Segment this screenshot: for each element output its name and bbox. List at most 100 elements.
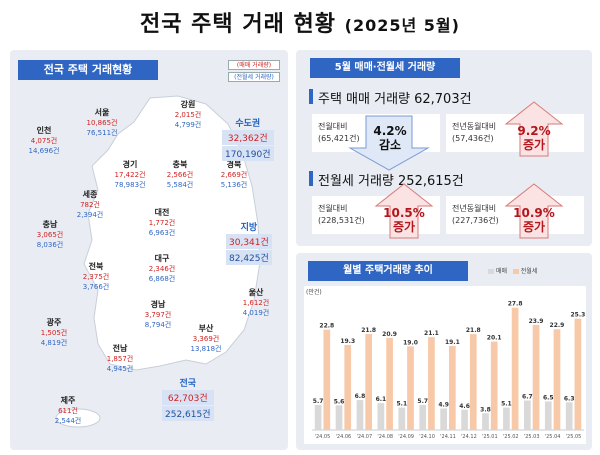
label-sale-9: 5.1 bbox=[501, 401, 512, 408]
region-name: 울산 bbox=[248, 288, 264, 297]
bar-sale-2 bbox=[356, 400, 364, 430]
label-sale-0: 5.7 bbox=[313, 398, 324, 405]
tick-7: '24.12 bbox=[461, 434, 477, 440]
sale-yoy-value: 9.2% 증가 bbox=[517, 124, 551, 152]
region-rent: 13,818건 bbox=[190, 345, 222, 353]
sale-total-text: 주택 매매 거래량 62,703건 bbox=[318, 92, 472, 107]
legend-sale-swatch bbox=[488, 269, 494, 274]
region-8: 충남 3,065건 8,036건 bbox=[28, 220, 72, 250]
tick-9: '25.02 bbox=[503, 434, 519, 440]
label-rent-8: 20.1 bbox=[487, 335, 502, 342]
bar-rent-6 bbox=[449, 345, 456, 430]
region-rent: 6,963건 bbox=[148, 229, 176, 237]
bar-sale-5 bbox=[419, 404, 427, 430]
label-sale-11: 6.5 bbox=[543, 394, 554, 401]
tick-10: '25.03 bbox=[524, 434, 540, 440]
bar-sale-11 bbox=[544, 401, 552, 430]
region-5: 경북 2,669건 5,136건 bbox=[212, 160, 256, 190]
region-name: 전북 bbox=[88, 262, 104, 271]
bar-rent-3 bbox=[386, 338, 393, 430]
sale-yoy-label: 전년동월대비 (57,436건) bbox=[452, 122, 497, 143]
capital-sale: 32,362건 bbox=[222, 130, 274, 145]
national-name: 전국 bbox=[179, 379, 197, 389]
bar-sale-10 bbox=[523, 400, 531, 430]
region-2: 인천 4,075건 14,696건 bbox=[22, 126, 66, 156]
region-7: 대전 1,772건 6,963건 bbox=[140, 208, 184, 238]
rent-yoy-value: 10.9% 증가 bbox=[513, 206, 555, 234]
legend-sale: (매매 거래량) bbox=[228, 60, 280, 70]
capital-summary: 수도권 32,362건 170,190건 bbox=[222, 116, 274, 161]
region-rent: 4,799건 bbox=[174, 121, 202, 129]
jeju-island-shape bbox=[55, 408, 101, 428]
region-rent: 4,945건 bbox=[106, 365, 134, 373]
summary-header: 5월 매매·전월세 거래량 bbox=[310, 58, 460, 78]
region-rent: 2,544건 bbox=[54, 417, 82, 425]
bar-sale-9 bbox=[503, 407, 510, 430]
bar-rent-8 bbox=[490, 341, 498, 430]
bar-sale-3 bbox=[377, 403, 385, 430]
title-main: 전국 주택 거래 현황 bbox=[140, 12, 336, 37]
label-sale-5: 5.7 bbox=[417, 398, 428, 405]
label-sale-7: 4.6 bbox=[459, 403, 470, 410]
bar-sale-6 bbox=[440, 408, 447, 430]
national-sale: 62,703건 bbox=[162, 390, 214, 405]
map-legend: (매매 거래량) (전월세 거래량) bbox=[228, 60, 280, 84]
legend-rent-label: 전월세 bbox=[520, 268, 538, 275]
region-rent: 4,019건 bbox=[242, 309, 270, 317]
region-name: 전남 bbox=[112, 344, 128, 353]
region-name: 세종 bbox=[82, 190, 98, 199]
region-4: 충북 2,566건 5,584건 bbox=[158, 160, 202, 190]
label-sale-8: 3.8 bbox=[480, 406, 491, 413]
bar-rent-4 bbox=[407, 346, 414, 430]
region-rent: 4,819건 bbox=[40, 339, 68, 347]
tick-6: '24.11 bbox=[440, 434, 456, 440]
region-sale: 10,865건 bbox=[86, 119, 118, 127]
regional-header: 전국 주택 거래현황 bbox=[18, 60, 158, 80]
sale-mom-label: 전월대비 (65,421건) bbox=[318, 122, 360, 143]
region-10: 전북 2,375건 3,766건 bbox=[74, 262, 118, 292]
page-title: 전국 주택 거래 현황 (2025년 5월) bbox=[0, 6, 600, 38]
bar-rent-2 bbox=[365, 334, 373, 430]
region-name: 광주 bbox=[46, 318, 62, 327]
label-sale-4: 5.1 bbox=[396, 401, 407, 408]
legend-sale-label: 매매 bbox=[496, 268, 508, 275]
label-rent-5: 21.1 bbox=[424, 330, 439, 337]
region-sale: 2,015건 bbox=[174, 111, 202, 119]
region-sale: 782건 bbox=[80, 201, 100, 209]
rent-mom-label: 전월대비 (228,531건) bbox=[318, 204, 365, 225]
bar-rent-9 bbox=[511, 307, 519, 430]
region-rent: 6,868건 bbox=[148, 275, 176, 283]
region-name: 경남 bbox=[150, 300, 166, 309]
local-sale: 30,341건 bbox=[226, 234, 272, 249]
bar-sale-12 bbox=[565, 402, 573, 430]
region-sale: 1,772건 bbox=[148, 219, 176, 227]
region-16: 제주 611건 2,544건 bbox=[46, 396, 90, 426]
label-rent-2: 21.8 bbox=[361, 327, 376, 334]
region-9: 대구 2,346건 6,868건 bbox=[140, 254, 184, 284]
label-rent-4: 19.0 bbox=[403, 339, 418, 346]
region-sale: 2,669건 bbox=[220, 171, 248, 179]
region-sale: 1,612건 bbox=[242, 299, 270, 307]
region-sale: 1,505건 bbox=[40, 329, 68, 337]
region-sale: 2,346건 bbox=[148, 265, 176, 273]
rent-mom-value: 10.5% 증가 bbox=[383, 206, 425, 234]
tick-8: '25.01 bbox=[482, 434, 498, 440]
region-name: 서울 bbox=[94, 108, 110, 117]
chart-title: 월별 주택거래량 추이 bbox=[308, 261, 468, 281]
region-name: 강원 bbox=[180, 100, 196, 109]
bar-rent-5 bbox=[428, 337, 435, 430]
region-14: 부산 3,369건 13,818건 bbox=[184, 324, 228, 354]
tick-5: '24.10 bbox=[419, 434, 435, 440]
tick-3: '24.08 bbox=[377, 434, 393, 440]
bar-sale-1 bbox=[335, 405, 343, 430]
tick-4: '24.09 bbox=[398, 434, 414, 440]
label-rent-3: 20.9 bbox=[382, 331, 397, 338]
label-rent-0: 22.8 bbox=[319, 323, 334, 330]
region-13: 광주 1,505건 4,819건 bbox=[32, 318, 76, 348]
local-summary: 지방 30,341건 82,425건 bbox=[226, 220, 272, 265]
region-name: 부산 bbox=[198, 324, 214, 333]
region-name: 충남 bbox=[42, 220, 58, 229]
chart-legend: 매매 전월세 bbox=[488, 266, 537, 275]
label-rent-6: 19.1 bbox=[445, 339, 460, 346]
